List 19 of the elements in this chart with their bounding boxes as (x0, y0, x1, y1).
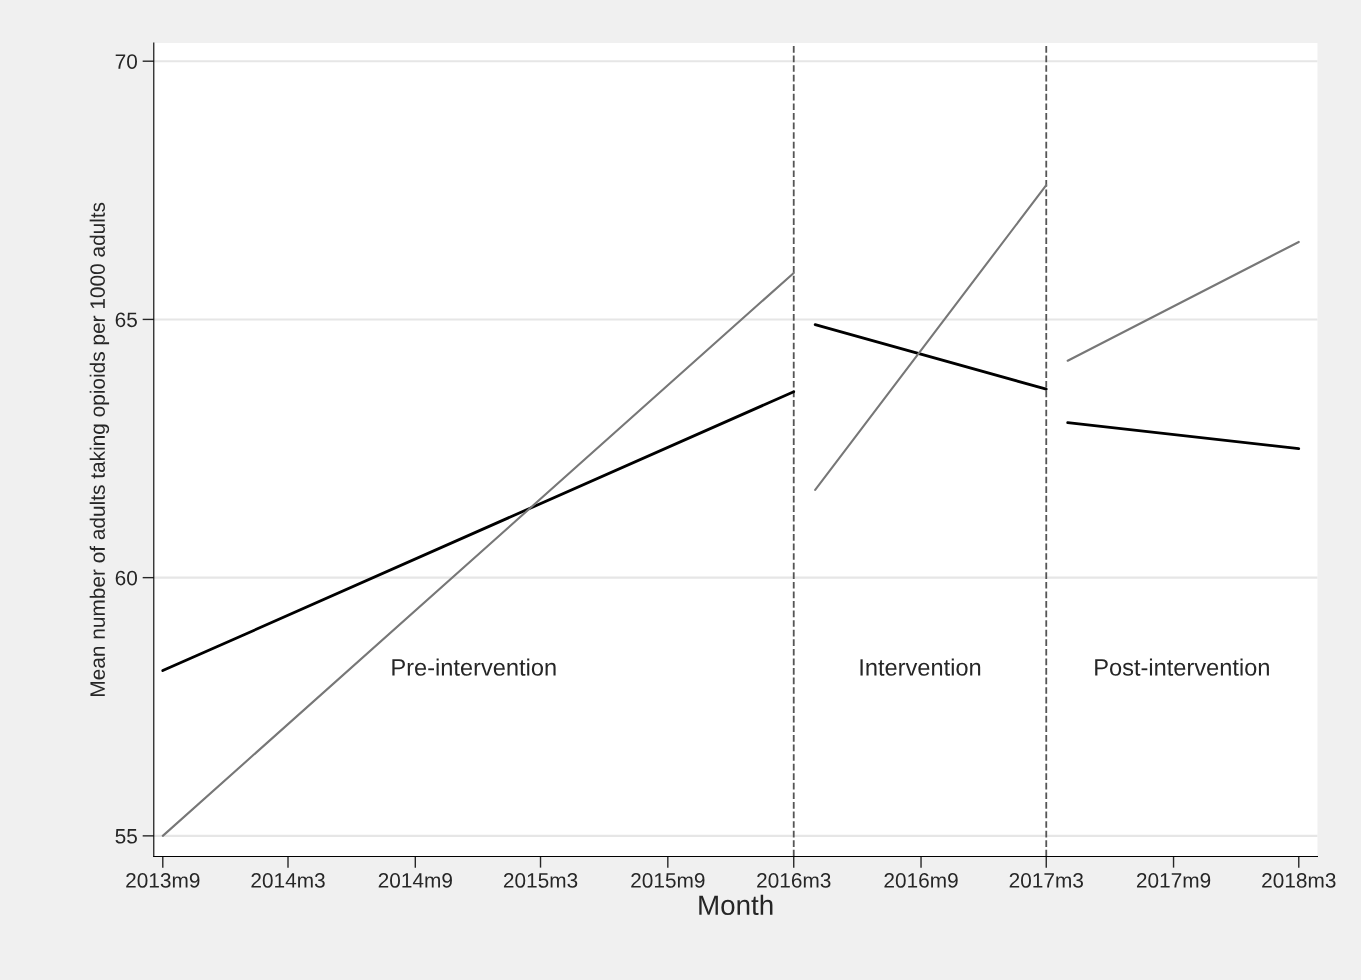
annotation: Intervention (860, 658, 981, 676)
x-tick-label: 2015m9 (631, 873, 705, 888)
y-axis-title: Mean number of adults taking opioids per 1000 adults (89, 202, 110, 696)
x-tick-label: 2017m3 (1009, 873, 1083, 888)
x-tick-label: 2016m3 (757, 873, 831, 888)
x-tick-label: 2016m9 (884, 873, 958, 888)
y-tick-label: 60 (115, 570, 138, 586)
x-tick-label: 2013m9 (126, 873, 200, 888)
x-tick-label: 2014m9 (378, 873, 452, 888)
x-tick-label: 2018m3 (1262, 873, 1336, 888)
annotation: Post-intervention (1095, 658, 1269, 676)
x-tick-label: 2017m9 (1136, 873, 1211, 888)
x-tick-label: 2014m3 (251, 873, 325, 888)
x-tick-label: 2015m3 (503, 873, 578, 888)
annotation: Pre-intervention (392, 658, 556, 676)
x-axis-title: Month (699, 894, 773, 916)
y-tick-label: 55 (115, 829, 137, 844)
y-tick-label: 70 (115, 54, 138, 69)
y-tick-label: 65 (115, 312, 137, 328)
